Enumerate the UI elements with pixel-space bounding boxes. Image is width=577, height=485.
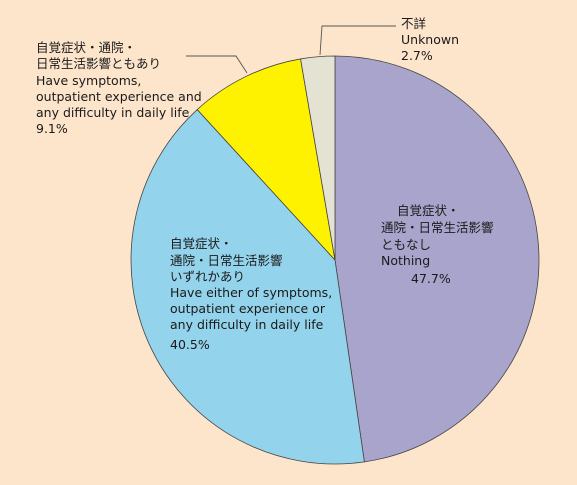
label-unknown: 不詳 Unknown 2.7% xyxy=(401,16,459,63)
label-all-line-1: 自覚症状・通院・ xyxy=(36,40,136,55)
label-either-line-2: 通院・日常生活影響 xyxy=(170,253,283,268)
label-nothing-line-2: 通院・日常生活影響 xyxy=(381,220,494,235)
leader-line-unknown xyxy=(320,26,396,55)
label-all-line-3: Have symptoms, xyxy=(36,73,141,88)
label-either-line-5: outpatient experience or xyxy=(170,301,326,316)
value-label-nothing: 47.7% xyxy=(411,271,451,286)
value-label-unknown: 2.7% xyxy=(401,48,433,63)
label-either-line-4: Have either of symptoms, xyxy=(170,285,332,300)
label-unknown-line-2: Unknown xyxy=(401,32,459,47)
leader-line-all xyxy=(186,56,247,73)
label-unknown-line-1: 不詳 xyxy=(401,16,426,31)
label-either-line-1: 自覚症状・ xyxy=(170,236,233,251)
value-label-all: 9.1% xyxy=(36,121,68,136)
label-all-line-2: 日常生活影響ともあり xyxy=(36,56,161,71)
label-either-line-6: any difficulty in daily life xyxy=(170,317,324,332)
label-nothing-line-4: Nothing xyxy=(381,253,430,268)
label-nothing-line-3: ともなし xyxy=(381,237,431,252)
label-all: 自覚症状・通院・ 日常生活影響ともあり Have symptoms, outpa… xyxy=(36,40,202,136)
pie-slice-nothing xyxy=(335,56,539,462)
label-all-line-4: outpatient experience and xyxy=(36,89,202,104)
label-all-line-5: any difficulty in daily life xyxy=(36,105,190,120)
value-label-either: 40.5% xyxy=(170,337,210,352)
label-nothing-line-1: 自覚症状・ xyxy=(397,203,460,218)
label-either-line-3: いずれかあり xyxy=(170,269,245,284)
